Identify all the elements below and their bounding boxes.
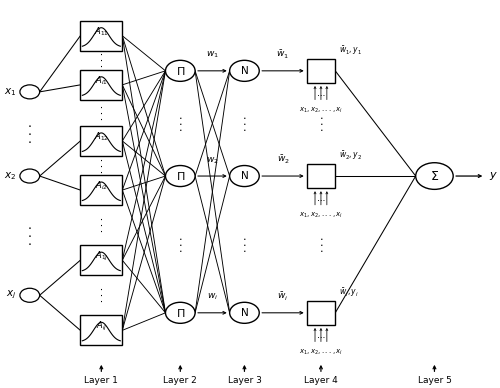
- Text: $\bar{w}_2$: $\bar{w}_2$: [276, 154, 289, 166]
- Text: Layer 5: Layer 5: [418, 376, 452, 385]
- Text: $\cdots$: $\cdots$: [316, 194, 326, 203]
- Text: $\cdots$: $\cdots$: [316, 331, 326, 340]
- Circle shape: [416, 163, 453, 189]
- Text: $\bar{w}_2,y_2$: $\bar{w}_2,y_2$: [339, 149, 362, 162]
- Text: $\cdot$
$\cdot$
$\cdot$: $\cdot$ $\cdot$ $\cdot$: [318, 234, 323, 255]
- Text: $\cdot$
$\cdot$
$\cdot$: $\cdot$ $\cdot$ $\cdot$: [178, 234, 182, 255]
- Text: N: N: [240, 171, 248, 181]
- Text: $A_{1j}$: $A_{1j}$: [94, 249, 108, 263]
- Text: $\Pi$: $\Pi$: [176, 65, 185, 77]
- Circle shape: [20, 288, 40, 302]
- Text: $A_{i1}$: $A_{i1}$: [95, 74, 108, 87]
- Bar: [80, 315, 122, 345]
- Text: $A_{11}$: $A_{11}$: [94, 25, 109, 38]
- Text: Layer 3: Layer 3: [228, 376, 262, 385]
- Text: $\bar{w}_i$: $\bar{w}_i$: [278, 291, 288, 303]
- Text: $\cdot$
$\cdot$
$\cdot$: $\cdot$ $\cdot$ $\cdot$: [242, 113, 246, 134]
- Text: $y$: $y$: [488, 170, 498, 182]
- Circle shape: [166, 166, 195, 187]
- Text: $A_{i2}$: $A_{i2}$: [95, 179, 108, 192]
- Text: Layer 1: Layer 1: [84, 376, 118, 385]
- Text: $x_1, x_2,...,x_i$: $x_1, x_2,...,x_i$: [299, 106, 343, 115]
- Circle shape: [20, 169, 40, 183]
- Circle shape: [230, 60, 259, 81]
- Text: $x_1, x_2,...,x_i$: $x_1, x_2,...,x_i$: [299, 348, 343, 357]
- Bar: [306, 301, 335, 325]
- Text: $A_{12}$: $A_{12}$: [94, 130, 109, 143]
- Circle shape: [20, 85, 40, 99]
- Text: $\cdot$
$\cdot$
$\cdot$: $\cdot$ $\cdot$ $\cdot$: [100, 214, 103, 236]
- Text: $\Sigma$: $\Sigma$: [430, 170, 439, 182]
- Text: $\cdot$
$\cdot$
$\cdot$: $\cdot$ $\cdot$ $\cdot$: [28, 120, 32, 149]
- Text: $\bar{w}_1$: $\bar{w}_1$: [276, 48, 289, 61]
- Text: $w_2$: $w_2$: [206, 155, 218, 166]
- Text: Layer 2: Layer 2: [164, 376, 197, 385]
- Text: $A_{ij}$: $A_{ij}$: [96, 320, 107, 333]
- Text: N: N: [240, 66, 248, 76]
- Text: $\Pi$: $\Pi$: [176, 170, 185, 182]
- Circle shape: [230, 302, 259, 323]
- Text: $x_1$: $x_1$: [4, 86, 16, 98]
- Text: $w_i$: $w_i$: [207, 292, 218, 302]
- Text: $\cdot$
$\cdot$
$\cdot$: $\cdot$ $\cdot$ $\cdot$: [178, 113, 182, 134]
- Text: $\cdots$: $\cdots$: [316, 89, 326, 98]
- Text: $\cdot$
$\cdot$
$\cdot$: $\cdot$ $\cdot$ $\cdot$: [100, 49, 103, 71]
- Text: $\Pi$: $\Pi$: [176, 307, 185, 319]
- Text: $\cdot$
$\cdot$
$\cdot$: $\cdot$ $\cdot$ $\cdot$: [318, 113, 323, 134]
- Text: $\cdot$
$\cdot$
$\cdot$: $\cdot$ $\cdot$ $\cdot$: [100, 284, 103, 306]
- Circle shape: [166, 60, 195, 81]
- Text: Layer 4: Layer 4: [304, 376, 338, 385]
- Text: $x_j$: $x_j$: [6, 289, 16, 301]
- Bar: [80, 245, 122, 275]
- Text: $\bar{w}_i,y_i$: $\bar{w}_i,y_i$: [339, 286, 359, 299]
- Circle shape: [166, 302, 195, 323]
- Text: $\cdot$
$\cdot$
$\cdot$: $\cdot$ $\cdot$ $\cdot$: [242, 234, 246, 255]
- Bar: [306, 59, 335, 83]
- Text: $x_1, x_2,...,x_i$: $x_1, x_2,...,x_i$: [299, 211, 343, 220]
- Text: $\cdot$
$\cdot$
$\cdot$: $\cdot$ $\cdot$ $\cdot$: [100, 154, 103, 177]
- Bar: [80, 126, 122, 156]
- Bar: [80, 175, 122, 205]
- Bar: [80, 21, 122, 51]
- Bar: [306, 164, 335, 188]
- Text: N: N: [240, 308, 248, 318]
- Text: $\cdot$
$\cdot$
$\cdot$: $\cdot$ $\cdot$ $\cdot$: [28, 221, 32, 250]
- Text: $\bar{w}_1,y_1$: $\bar{w}_1,y_1$: [339, 44, 362, 57]
- Text: $w_1$: $w_1$: [206, 50, 219, 60]
- Bar: [80, 70, 122, 100]
- Text: $x_2$: $x_2$: [4, 170, 16, 182]
- Circle shape: [230, 166, 259, 187]
- Text: $\cdot$
$\cdot$
$\cdot$: $\cdot$ $\cdot$ $\cdot$: [100, 102, 103, 124]
